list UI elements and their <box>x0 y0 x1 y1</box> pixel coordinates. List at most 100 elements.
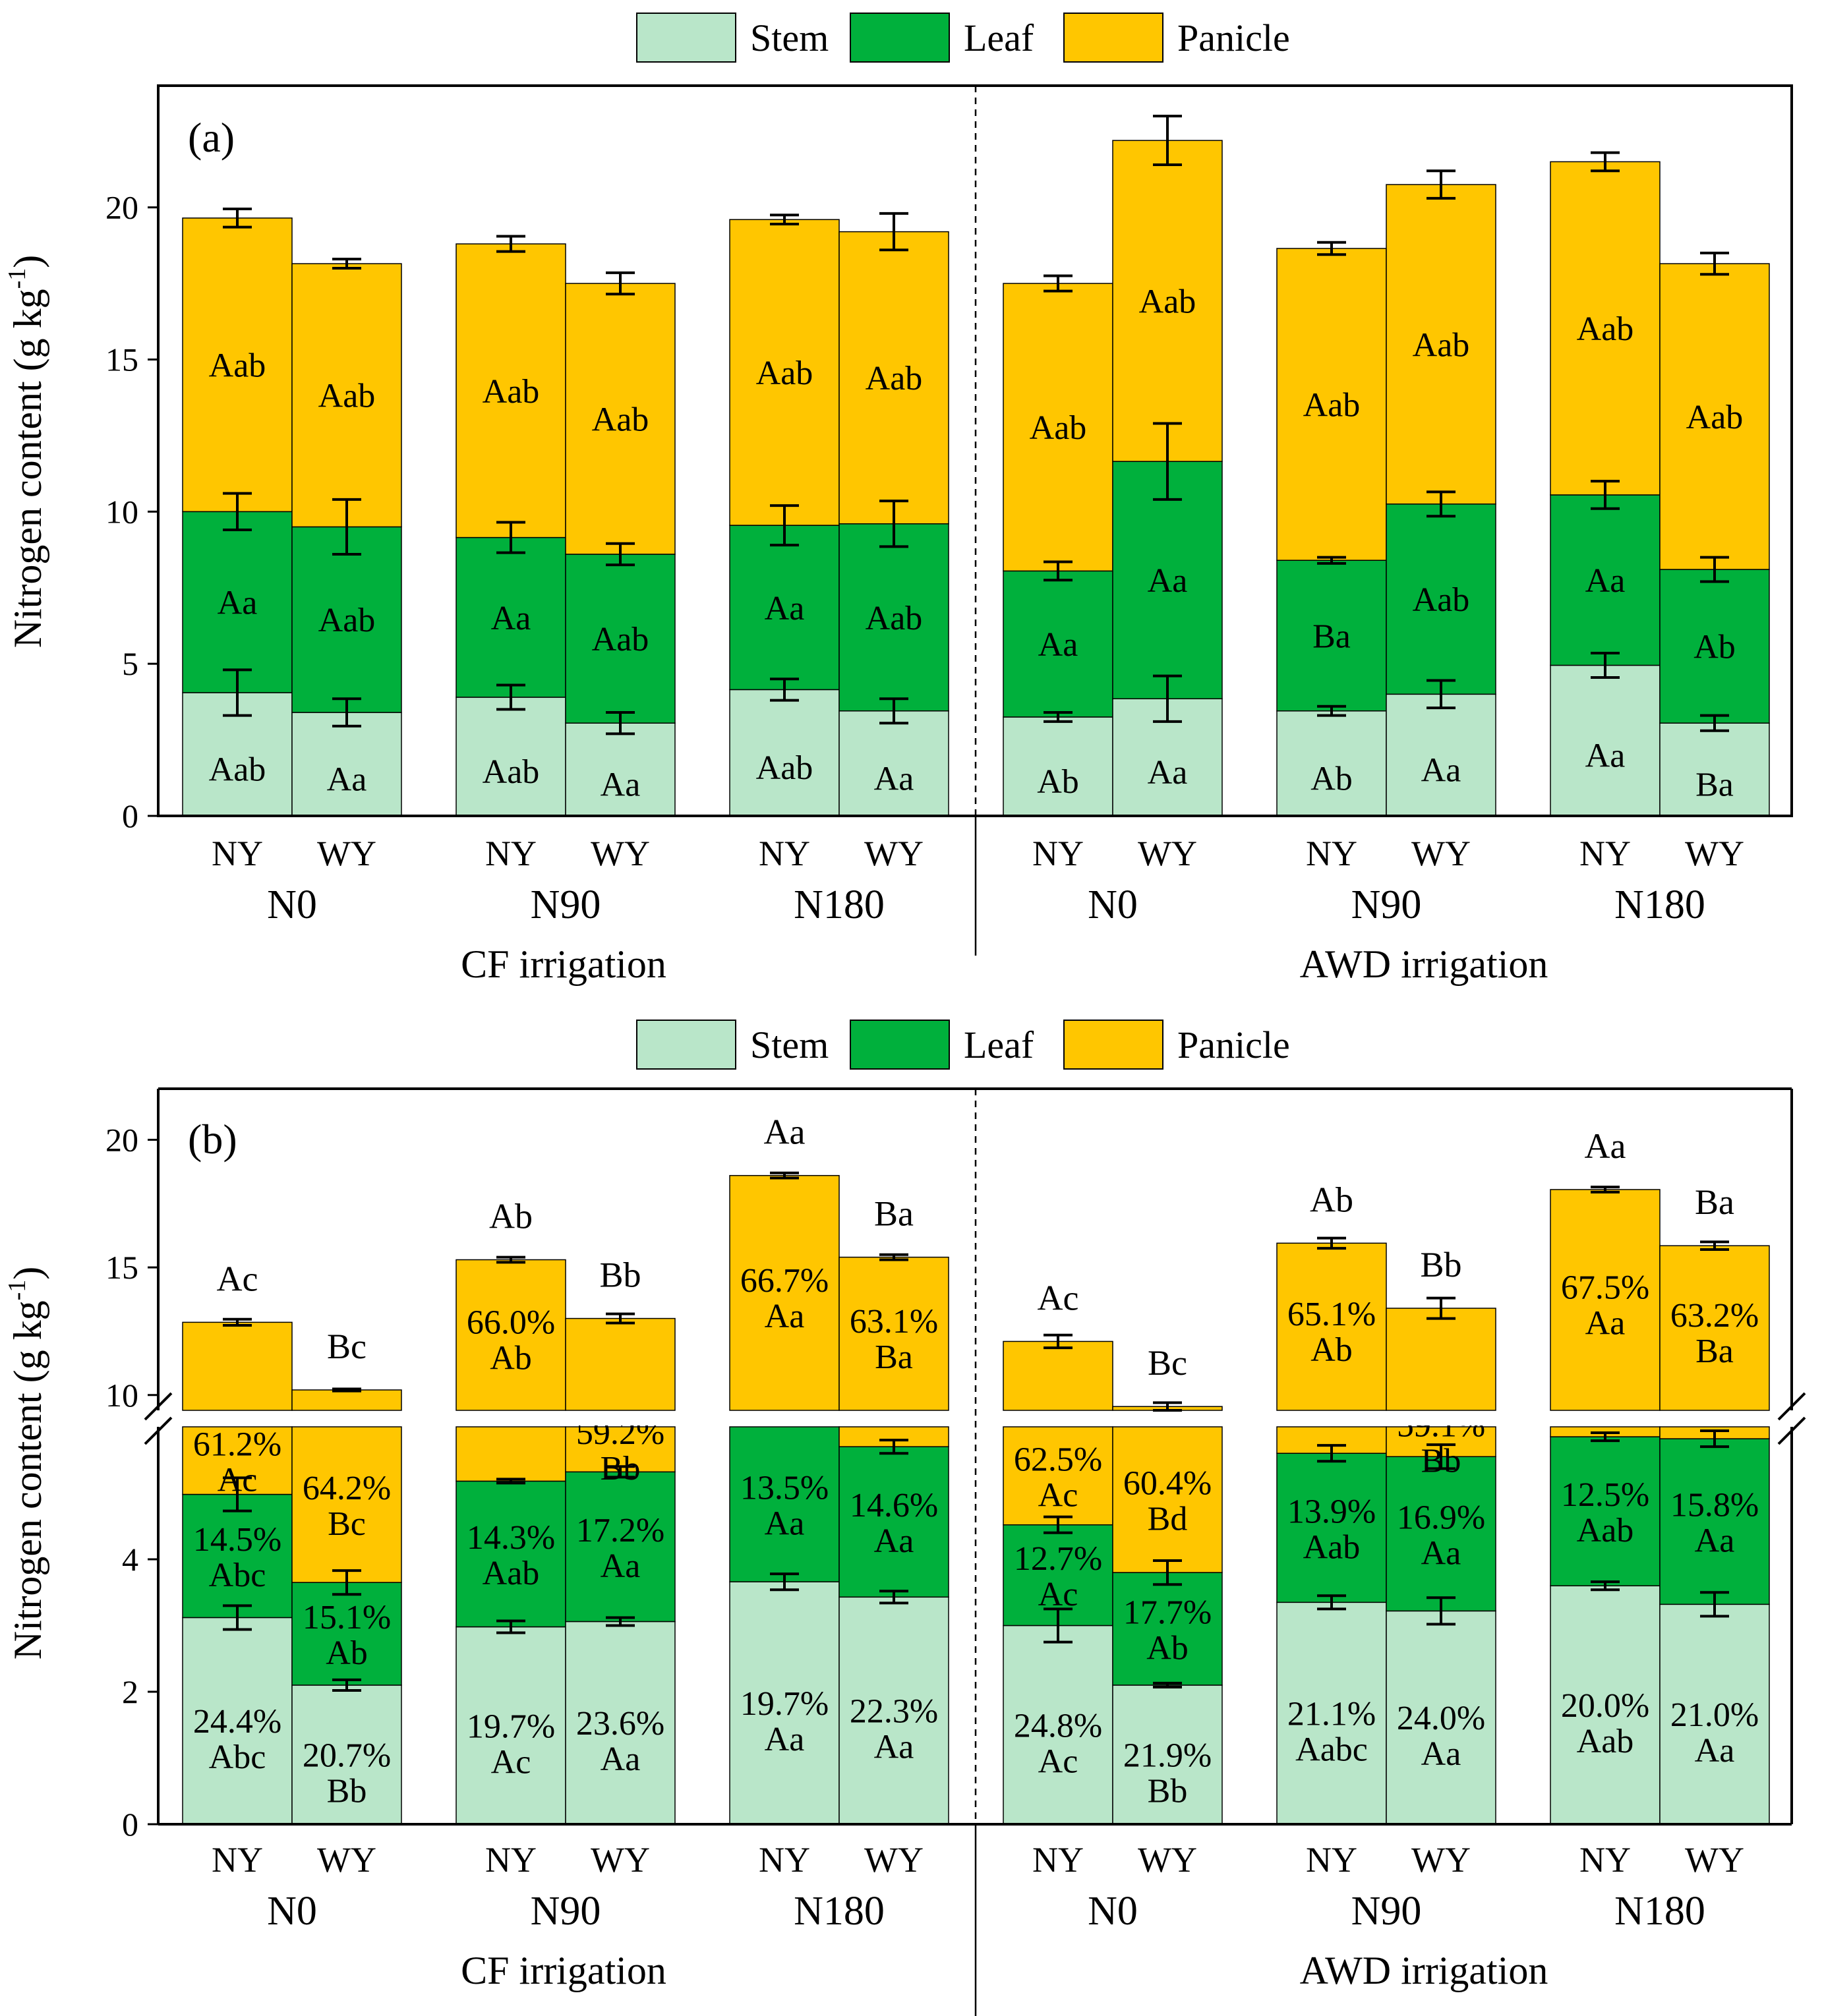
y-axis-title-close: ) <box>6 255 49 268</box>
panel-b-total-letter: Ab <box>1310 1180 1353 1219</box>
panel-b-bar-leaf <box>1550 1436 1661 1586</box>
panel-b-bar-leaf <box>1659 1438 1770 1605</box>
panel-b-leaf-percent: 14.3% <box>467 1519 555 1557</box>
panel-b-bar-panicle-lower <box>456 1426 566 1482</box>
panel-b-y-tick-label-lower: 4 <box>122 1541 138 1578</box>
panel-a-leaf-letter: Aab <box>592 621 649 658</box>
panel-a-stem-letter: Aa <box>1585 737 1626 775</box>
panel-b-stem-percent: 20.0% <box>1561 1687 1649 1725</box>
panel-a-leaf-letter: Aa <box>1148 562 1188 600</box>
panel-b-stem-percent: 20.7% <box>303 1737 391 1774</box>
panel-b-bar-panicle-upper <box>456 1259 566 1411</box>
panel-b-panicle-percent: 64.2% <box>303 1470 391 1507</box>
panel-b-panicle-percent: 62.5% <box>1014 1441 1102 1478</box>
panel-a-leaf-letter: Aa <box>1585 562 1626 600</box>
panel-b-panicle-letter: Bc <box>328 1505 366 1543</box>
panel-a-legend-label-stem: Stem <box>750 16 829 59</box>
panel-b-bar-panicle-upper <box>565 1317 676 1411</box>
panel-b-leaf-letter: Aa <box>1695 1522 1735 1560</box>
panel-a-label: (a) <box>188 114 235 161</box>
panel-b-panicle-percent: 63.1% <box>850 1303 938 1340</box>
panel-a-legend-swatch-panicle <box>1063 13 1163 63</box>
panel-b-group-label: N0 <box>267 1889 317 1934</box>
panel-b-stem-letter: Aa <box>874 1729 914 1766</box>
panel-b-stem-letter: Aab <box>1577 1723 1634 1760</box>
panel-b-leaf-letter: Aa <box>874 1522 914 1560</box>
panel-b-panicle-letter: Ac <box>218 1461 258 1499</box>
panel-b-bar-stem <box>1276 1601 1387 1825</box>
panel-b-leaf-letter: Abc <box>209 1557 266 1594</box>
panel-b-leaf-percent: 17.7% <box>1123 1594 1212 1632</box>
panel-b-variety-label: NY <box>485 1840 537 1880</box>
panel-b-stem-percent: 21.9% <box>1123 1737 1212 1774</box>
panel-b-variety-label: WY <box>864 1840 924 1880</box>
panel-b-bar-stem <box>1550 1585 1661 1825</box>
panel-b-y-tick-label-upper: 10 <box>105 1377 138 1414</box>
panel-b-stem-letter: Bb <box>1148 1772 1188 1810</box>
panel-b-leaf-percent: 15.1% <box>303 1599 391 1636</box>
panel-b-stem-letter: Ac <box>491 1743 531 1781</box>
panel-b-leaf-percent: 16.9% <box>1397 1499 1485 1536</box>
panel-b-panicle-percent: 67.5% <box>1561 1269 1649 1306</box>
panel-b-stem-percent: 21.1% <box>1287 1696 1376 1733</box>
y-axis-title-main: Nitrogen content (g kg <box>6 289 49 648</box>
panel-b-bar-stem <box>838 1596 949 1825</box>
panel-a-bar-panicle <box>456 243 566 538</box>
panel-a-group-label: N90 <box>531 882 601 927</box>
panel-b-panicle-percent: 66.7% <box>740 1262 829 1300</box>
panel-a-stem-letter: Aa <box>874 760 914 797</box>
panel-a-variety-label: WY <box>317 834 376 873</box>
panel-b-break-mark <box>1777 1392 1806 1421</box>
panel-a-y-tick-label: 10 <box>105 493 138 530</box>
panel-b-bar-stem <box>456 1626 566 1825</box>
panel-a-panicle-letter: Aab <box>1303 387 1361 424</box>
panel-b-variety-label: WY <box>1411 1840 1471 1880</box>
panel-a-irrigation-label-cf: CF irrigation <box>461 942 666 986</box>
panel-a-panicle-letter: Aab <box>866 360 923 397</box>
panel-b-group-label: N0 <box>1088 1889 1138 1934</box>
panel-b-stem-percent: 24.8% <box>1014 1707 1102 1744</box>
panel-b-bar-stem <box>565 1621 676 1825</box>
panel-a-stem-letter: Aa <box>1148 754 1188 792</box>
panel-a-panicle-letter: Aab <box>483 373 540 411</box>
panel-b-bar-panicle-lower <box>291 1426 402 1583</box>
panel-a-leaf-letter: Aa <box>218 585 258 622</box>
panel-a-bar-leaf <box>838 523 949 712</box>
panel-a-bar-panicle <box>1386 184 1496 505</box>
panel-a-stem-letter: Ba <box>1695 766 1734 804</box>
panel-b-bar-leaf <box>729 1426 840 1582</box>
panel-a-variety-label: WY <box>864 834 924 873</box>
panel-b-bar-stem <box>1659 1603 1770 1825</box>
panel-b-leaf-letter: Aab <box>1303 1528 1361 1566</box>
panel-a-bar-leaf <box>1003 570 1113 718</box>
panel-b-stem-percent: 21.0% <box>1670 1696 1759 1734</box>
panel-b-legend-label-stem: Stem <box>750 1023 829 1066</box>
panel-b-group-label: N90 <box>531 1889 601 1934</box>
panel-b-panicle-letter: Bd <box>1148 1501 1188 1538</box>
panel-b-total-letter: Bc <box>1148 1343 1187 1383</box>
panel-a-stem-letter: Ab <box>1310 760 1353 797</box>
panel-b-bar-stem <box>1112 1685 1223 1825</box>
panel-b-variety-label: NY <box>1306 1840 1357 1880</box>
panel-a-stem-letter: Aab <box>209 751 266 789</box>
panel-b-legend-label-leaf: Leaf <box>964 1023 1034 1066</box>
panel-a-bar-panicle <box>838 231 949 525</box>
panel-b-label: (b) <box>188 1116 237 1163</box>
panel-b-bar-panicle-lower <box>1003 1426 1113 1526</box>
panel-b-bar-panicle-upper <box>1003 1340 1113 1411</box>
panel-a-variety-label: NY <box>485 834 537 873</box>
panel-a-stem-letter: Aab <box>483 753 540 791</box>
panel-b-bar-panicle-upper <box>1659 1245 1770 1411</box>
panel-a-leaf-letter: Aa <box>491 600 531 637</box>
panel-b-y-tick-label-upper: 15 <box>105 1249 138 1286</box>
panel-b-bar-panicle-upper <box>182 1321 293 1411</box>
panel-b-panicle-percent: 66.0% <box>467 1304 555 1342</box>
panel-a-leaf-letter: Aa <box>1038 626 1078 664</box>
panel-b-leaf-percent: 13.5% <box>740 1470 829 1507</box>
panel-b-y-tick-label-upper: 20 <box>105 1121 138 1158</box>
panel-b-bar-panicle-lower <box>565 1426 676 1473</box>
panel-b-stem-letter: Aa <box>1421 1735 1461 1773</box>
panel-a-variety-label: NY <box>1032 834 1084 873</box>
panel-a-y-tick-label: 0 <box>122 797 138 834</box>
